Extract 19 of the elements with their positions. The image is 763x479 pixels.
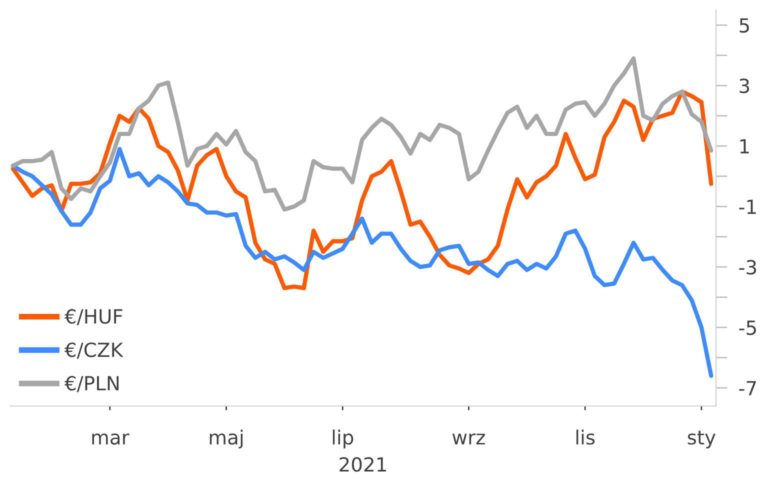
x-tick-label: mar <box>92 433 130 445</box>
x-axis-title: 2021 <box>340 457 386 472</box>
y-tick-label: 1 <box>740 139 749 154</box>
y-tick-label: -1 <box>739 200 756 214</box>
x-tick-label: lip <box>332 430 354 448</box>
y-tick-label: 3 <box>740 78 750 94</box>
legend-label: €/PLN <box>64 376 119 392</box>
x-tick-label: wrz <box>452 433 485 444</box>
line-series <box>10 56 714 212</box>
legend-label: €/HUF <box>64 309 122 326</box>
y-tick-label: 5 <box>740 18 749 33</box>
y-tick-label: -3 <box>739 260 756 275</box>
line-series <box>10 90 714 290</box>
x-tick-label: maj <box>210 430 243 448</box>
y-tick-label: -5 <box>739 320 756 336</box>
legend-label: €/CZK <box>64 342 124 359</box>
x-tick-label: sty <box>688 430 716 448</box>
x-tick-label: lis <box>576 430 595 445</box>
y-tick-label: -7 <box>739 381 756 396</box>
